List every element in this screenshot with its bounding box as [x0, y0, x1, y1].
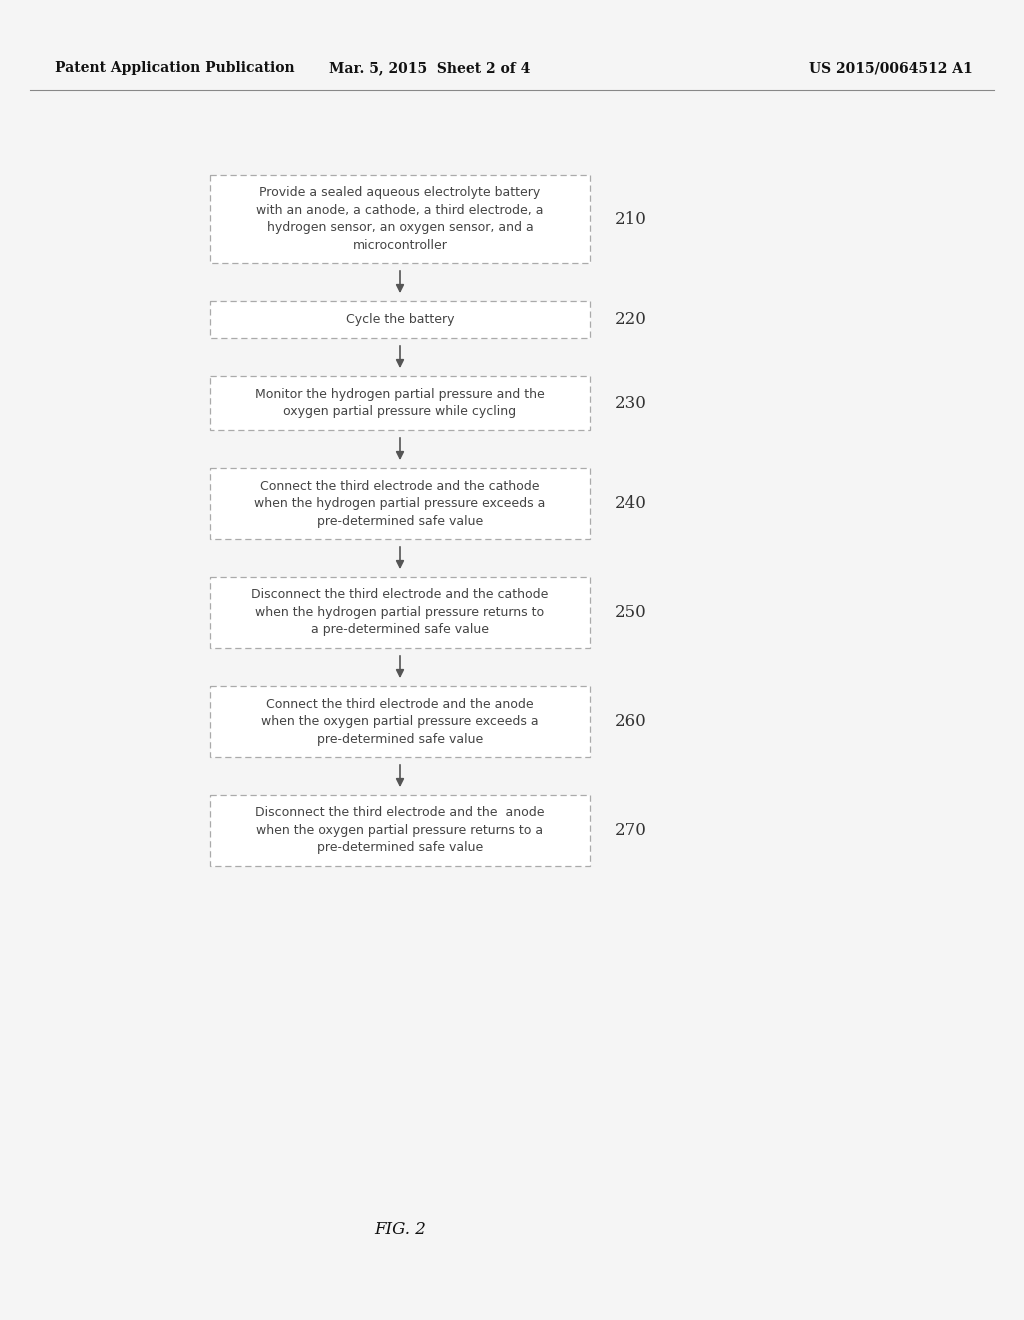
Text: FIG. 2: FIG. 2	[374, 1221, 426, 1238]
Bar	[210, 577, 590, 648]
Text: Monitor the hydrogen partial pressure and the
oxygen partial pressure while cycl: Monitor the hydrogen partial pressure an…	[255, 388, 545, 418]
Text: 270: 270	[615, 822, 647, 840]
Text: 240: 240	[615, 495, 647, 512]
Text: 260: 260	[615, 713, 647, 730]
Text: 230: 230	[615, 395, 647, 412]
Bar	[210, 686, 590, 756]
Bar	[210, 176, 590, 263]
Text: Disconnect the third electrode and the  anode
when the oxygen partial pressure r: Disconnect the third electrode and the a…	[255, 807, 545, 854]
Text: 250: 250	[615, 605, 647, 620]
Text: Disconnect the third electrode and the cathode
when the hydrogen partial pressur: Disconnect the third electrode and the c…	[251, 589, 549, 636]
Text: 210: 210	[615, 210, 647, 227]
Bar	[210, 795, 590, 866]
Text: Provide a sealed aqueous electrolyte battery
with an anode, a cathode, a third e: Provide a sealed aqueous electrolyte bat…	[256, 186, 544, 252]
Text: US 2015/0064512 A1: US 2015/0064512 A1	[809, 61, 973, 75]
Text: Mar. 5, 2015  Sheet 2 of 4: Mar. 5, 2015 Sheet 2 of 4	[330, 61, 530, 75]
Text: Connect the third electrode and the anode
when the oxygen partial pressure excee: Connect the third electrode and the anod…	[261, 697, 539, 746]
Text: 220: 220	[615, 312, 647, 327]
Text: Cycle the battery: Cycle the battery	[346, 313, 455, 326]
Text: Connect the third electrode and the cathode
when the hydrogen partial pressure e: Connect the third electrode and the cath…	[254, 479, 546, 528]
Bar	[210, 301, 590, 338]
Bar	[210, 469, 590, 539]
Text: Patent Application Publication: Patent Application Publication	[55, 61, 295, 75]
Bar	[210, 376, 590, 430]
